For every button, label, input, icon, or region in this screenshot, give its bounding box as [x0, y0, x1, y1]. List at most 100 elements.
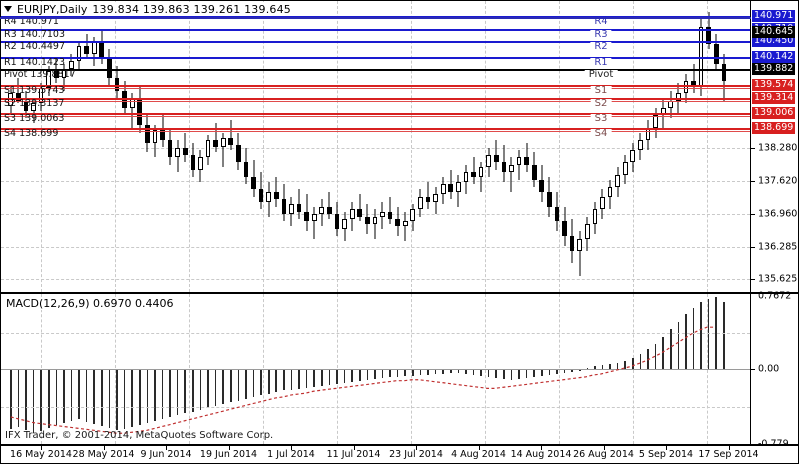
time-tick	[478, 446, 480, 450]
candlestick	[524, 1, 529, 292]
macd-histogram-bar	[9, 369, 12, 429]
pivot-line-secondary	[1, 115, 750, 117]
macd-histogram-bar	[123, 369, 126, 429]
candlestick	[69, 1, 74, 292]
candle-body-bearish	[114, 78, 120, 91]
price-tag-s1: 139.574	[752, 78, 796, 91]
macd-histogram-bar	[63, 369, 65, 424]
candle-body-bullish	[607, 186, 613, 197]
candle-body-bullish	[266, 191, 272, 202]
candlestick	[486, 1, 492, 292]
candle-body-bullish	[61, 68, 67, 79]
candle-body-bullish	[486, 154, 492, 168]
candlestick	[668, 1, 674, 292]
candle-body-bullish	[69, 61, 74, 69]
macd-histogram-bar	[305, 369, 308, 388]
macd-histogram-bar	[283, 369, 285, 391]
candlestick	[418, 1, 423, 292]
candlestick	[334, 1, 340, 292]
pivot-line-secondary	[1, 88, 750, 90]
candle-wick	[526, 142, 528, 173]
macd-histogram-bar	[85, 369, 88, 423]
candle-body-bearish	[713, 43, 719, 64]
candlestick	[554, 1, 560, 292]
grid-line-horizontal	[1, 213, 750, 215]
macd-tick-label: 0.00	[758, 363, 780, 375]
candlestick	[31, 1, 36, 292]
time-axis[interactable]: 16 May 2014 28 May 2014 9 Jun 2014 19 Jun 2…	[0, 445, 799, 464]
candle-body-bearish	[334, 214, 340, 229]
macd-histogram-bar	[229, 369, 232, 402]
macd-histogram-bar	[639, 354, 642, 370]
time-tick-label: 28 May 2014	[72, 449, 135, 460]
candle-body-bearish	[53, 71, 59, 79]
candle-body-bearish	[160, 130, 165, 141]
time-tick-label: 26 Aug 2014	[573, 449, 634, 460]
macd-histogram-bar	[343, 369, 346, 383]
candlestick	[281, 1, 287, 292]
macd-histogram-bar	[677, 321, 680, 370]
candle-wick	[404, 211, 406, 242]
pivot-line-secondary	[1, 101, 750, 103]
candle-body-bullish	[456, 182, 461, 192]
macd-histogram-bar	[487, 369, 490, 378]
candle-body-bullish	[372, 216, 378, 224]
pivot-label-s3: S3	[590, 113, 612, 124]
candle-body-bullish	[205, 140, 211, 158]
candle-body-bullish	[31, 103, 36, 111]
pivot-label-s4: S4	[590, 128, 612, 139]
pivot-line-s2	[1, 97, 750, 100]
candle-body-bearish	[228, 137, 234, 146]
macd-histogram-bar	[298, 369, 300, 389]
candle-body-bullish	[683, 80, 689, 94]
time-tick-label: 23 Jul 2014	[389, 449, 443, 460]
macd-histogram-bar	[25, 369, 27, 430]
candlestick	[547, 1, 552, 292]
candlestick	[395, 1, 401, 292]
macd-histogram-bar	[358, 369, 361, 381]
candlestick	[228, 1, 234, 292]
price-chart-panel: R4 R4 140.971 R3 R3 140.7103 R2 R2 140.4497 R1…	[0, 0, 799, 293]
macd-histogram-bar	[518, 369, 520, 379]
macd-plot-area[interactable]	[1, 294, 750, 444]
candle-body-bearish	[524, 157, 529, 165]
price-scale[interactable]: 138.280 137.620 136.960 136.285 135.625 140.9…	[750, 1, 798, 292]
grid-line-vertical	[559, 1, 560, 292]
time-tick	[166, 446, 167, 450]
time-tick-label: 17 Sep 2014	[698, 449, 759, 460]
time-tick-label: 19 Jun 2014	[199, 449, 258, 460]
candlestick	[167, 1, 173, 292]
macd-tick-label: -0.779	[758, 438, 789, 450]
candle-body-bullish	[402, 221, 408, 227]
candlestick	[456, 1, 461, 292]
candlestick	[137, 1, 143, 292]
top-blue-rule	[0, 17, 751, 19]
candle-body-bearish	[395, 219, 401, 227]
candlestick	[653, 1, 658, 292]
candlestick	[258, 1, 264, 292]
pivot-line-r2	[1, 41, 750, 44]
candlestick	[175, 1, 181, 292]
macd-histogram-bar	[40, 369, 42, 431]
candlestick	[99, 1, 105, 292]
candlestick	[675, 1, 681, 292]
candle-body-bearish	[327, 206, 332, 215]
time-tick	[666, 446, 667, 450]
candle-body-bullish	[418, 196, 423, 210]
price-tick-label: 136.285	[758, 241, 798, 253]
macd-histogram-bar	[480, 369, 482, 377]
candle-wick	[389, 196, 391, 224]
pivot-value-left-s1: S1 139.5743	[4, 84, 65, 96]
candlestick	[342, 1, 347, 292]
macd-zero-line	[1, 369, 750, 371]
macd-histogram-bar	[525, 369, 528, 379]
macd-histogram-bar	[541, 369, 543, 377]
macd-histogram-bar	[237, 369, 240, 401]
price-plot-area[interactable]: R4 R4 140.971 R3 R3 140.7103 R2 R2 140.4497 R1…	[1, 1, 750, 292]
triangle-down-icon[interactable]	[4, 6, 12, 12]
macd-histogram-bar	[662, 336, 664, 370]
candle-body-bearish	[554, 206, 560, 222]
candle-wick	[473, 157, 475, 185]
candle-body-bearish	[364, 216, 370, 224]
macd-histogram-bar	[207, 369, 209, 408]
